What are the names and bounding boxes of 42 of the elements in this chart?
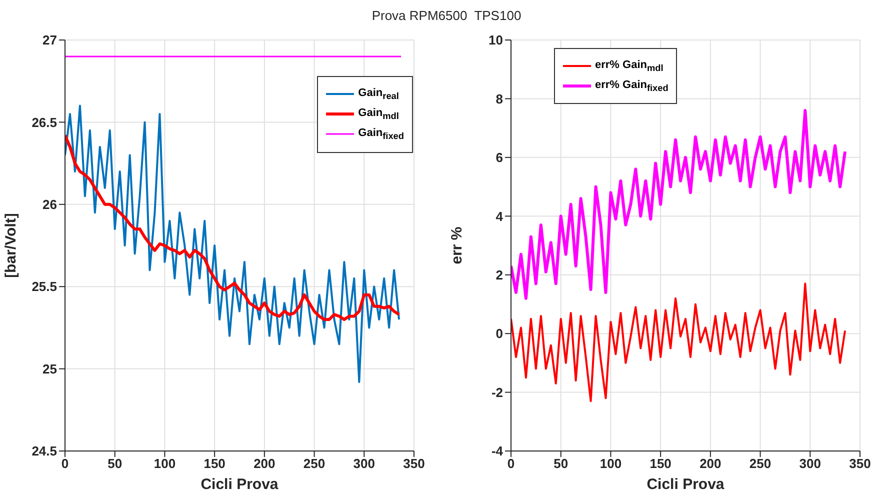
y-tick-label: 10 [488, 32, 503, 48]
x-axis-title: Cicli Prova [200, 476, 279, 492]
x-tick-label: 350 [403, 456, 425, 472]
y-tick-label: 27 [42, 32, 57, 48]
y-tick-label: -2 [491, 384, 503, 400]
x-tick-label: 150 [650, 456, 672, 472]
x-tick-label: 350 [849, 456, 871, 472]
y-tick-label: 6 [496, 150, 503, 166]
y-tick-label: 24.5 [32, 444, 57, 459]
y-tick-label: 4 [496, 208, 504, 224]
x-tick-label: 300 [353, 456, 375, 472]
y-tick-label: 0 [496, 326, 503, 342]
line-series [511, 108, 847, 300]
text: Prova RPM6500 TPS100 [370, 8, 522, 23]
x-tick-label: 50 [108, 456, 122, 472]
x-tick-label: 250 [303, 456, 326, 472]
y-tick-label: 25 [42, 361, 57, 376]
y-axis-title: [bar/Volt] [2, 213, 20, 278]
x-tick-label: 100 [154, 456, 176, 472]
y-tick-label: -4 [491, 444, 504, 459]
x-tick-label: 250 [749, 456, 772, 472]
x-tick-label: 200 [254, 456, 276, 472]
x-tick-label: 0 [507, 456, 515, 472]
legend-label: err% Gain$_{fixed}$ [595, 79, 668, 94]
x-tick-label: 300 [799, 456, 821, 472]
x-tick-label: 200 [700, 456, 722, 472]
x-tick-label: 100 [600, 456, 622, 472]
line-series [511, 282, 846, 402]
y-axis-title: err % [448, 226, 466, 264]
x-tick-label: 50 [554, 456, 568, 472]
y-tick-label: 8 [496, 91, 503, 106]
y-tick-label: 2 [496, 267, 503, 282]
y-tick-label: 26.5 [32, 114, 57, 130]
x-tick-label: 150 [204, 456, 226, 472]
y-tick-label: 25.5 [32, 279, 57, 294]
legend-label: Gain$_{fixed}$ [358, 127, 404, 142]
legend-label: Gain$_{real}$ [358, 87, 399, 102]
legend-label: err% Gain$_{mdl}$ [595, 59, 664, 74]
x-tick-label: 0 [61, 456, 69, 472]
legend-label: Gain$_{mdl}$ [358, 107, 399, 122]
x-axis-title: Cicli Prova [646, 476, 725, 492]
y-tick-label: 26 [42, 197, 57, 212]
